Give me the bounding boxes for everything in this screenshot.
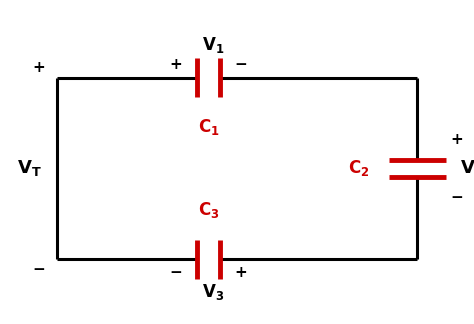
Text: $\mathbf{V_3}$: $\mathbf{V_3}$ <box>202 282 224 302</box>
Text: $\mathbf{V_T}$: $\mathbf{V_T}$ <box>17 158 41 179</box>
Text: +: + <box>450 133 463 147</box>
Text: $\mathbf{V_2}$: $\mathbf{V_2}$ <box>460 158 474 179</box>
Text: −: − <box>450 190 463 204</box>
Text: +: + <box>170 57 182 72</box>
Text: +: + <box>235 265 247 280</box>
Text: −: − <box>170 265 182 280</box>
Text: +: + <box>32 60 45 75</box>
Text: −: − <box>235 57 247 72</box>
Text: −: − <box>32 262 45 277</box>
Text: $\mathbf{V_1}$: $\mathbf{V_1}$ <box>202 35 225 55</box>
Text: $\mathbf{C_1}$: $\mathbf{C_1}$ <box>198 117 219 137</box>
Text: $\mathbf{C_3}$: $\mathbf{C_3}$ <box>198 200 219 220</box>
Text: $\mathbf{C_2}$: $\mathbf{C_2}$ <box>348 158 370 179</box>
